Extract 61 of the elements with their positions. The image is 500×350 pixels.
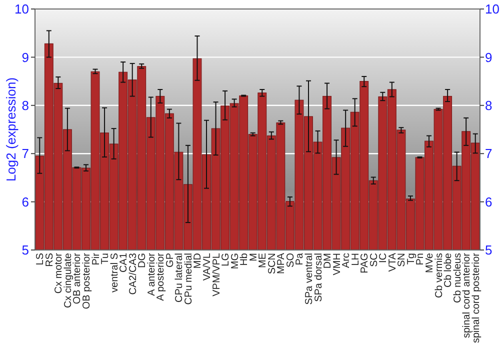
x-tick-label: VMH [332,253,343,276]
x-tick-label: PAG [360,252,371,274]
y-axis-title: Log2 (expression) [4,77,19,182]
x-tick-label: RS [44,252,56,267]
y-tick-label: 5 [22,242,29,258]
x-tick-label: Arc [341,253,352,268]
y-tick-label: 10 [14,2,29,17]
x-tick-label: LH [350,253,362,266]
x-tick-label: OB anterior [72,252,84,304]
x-tick-label: LS [35,252,46,266]
x-tick-label: MVe [424,252,436,274]
x-tick-label: CA2/CA3 [128,252,139,295]
x-tick-label: A anterior [146,252,158,296]
x-tick-label: ME [258,252,269,268]
x-tick-label: Pir [90,252,102,266]
x-tick-label: VTA [387,252,398,272]
y2-tick-label: 5 [485,242,492,258]
x-tick-label: LG [220,252,232,266]
x-tick-label: MG [230,252,241,270]
x-tick-label: Hb [239,252,250,266]
x-tick-label: Cx motor [54,252,65,294]
x-tick-label: Tg [406,253,417,265]
x-tick-label: Tu [100,253,112,264]
y-tick-label: 9 [22,50,29,65]
x-tick-label: OB posterior [81,252,92,310]
x-tick-label: DM [322,253,334,269]
x-tick-label: SC [368,253,380,267]
x-tick-label: GP [164,252,176,268]
x-tick-label: MD [192,253,204,269]
x-tick-label: SO [285,252,296,268]
x-tick-label: spinal cord posterior [470,252,482,344]
x-tick-label: SN [396,253,408,267]
x-tick-label: DG [137,252,148,268]
x-tick-label: CA1 [118,252,130,272]
x-tick-label: CPu lateral [174,253,186,302]
y2-tick-label: 10 [485,2,500,17]
y-tick-label: 6 [22,194,29,210]
x-tick-label: Pn [415,253,426,266]
x-tick-label: CPu medial [183,253,194,305]
x-tick-label: IC [378,253,390,263]
x-tick-label: Pa [294,252,306,266]
x-tick-label: Cb vermis [434,253,445,298]
x-tick-label: MPA [276,252,288,274]
x-tick-label: Cb lobe [443,252,454,288]
x-tick-label: SPa ventral [304,253,315,305]
y2-tick-label: 7 [485,146,492,162]
x-tick-label: SCN [266,253,278,274]
x-tick-label: VA/VL [202,252,214,281]
y2-tick-label: 8 [485,98,492,113]
x-tick-label: Cx cingulate [62,252,74,308]
x-tick-label: ventral S [109,252,120,292]
y2-tick-label: 9 [485,50,492,65]
x-tick-label: M [248,253,260,262]
x-tick-label: A posterior [156,252,167,301]
y-tick-label: 8 [22,98,29,113]
x-tick-label: Cb nucleus [452,253,464,304]
x-tick-label: spinal cord anterior [462,252,473,338]
y-tick-label: 7 [22,146,29,162]
x-tick-label: SPa dorsal [313,253,324,302]
x-tick-label: VPM/VPL [211,252,222,296]
y2-tick-label: 6 [485,194,492,210]
